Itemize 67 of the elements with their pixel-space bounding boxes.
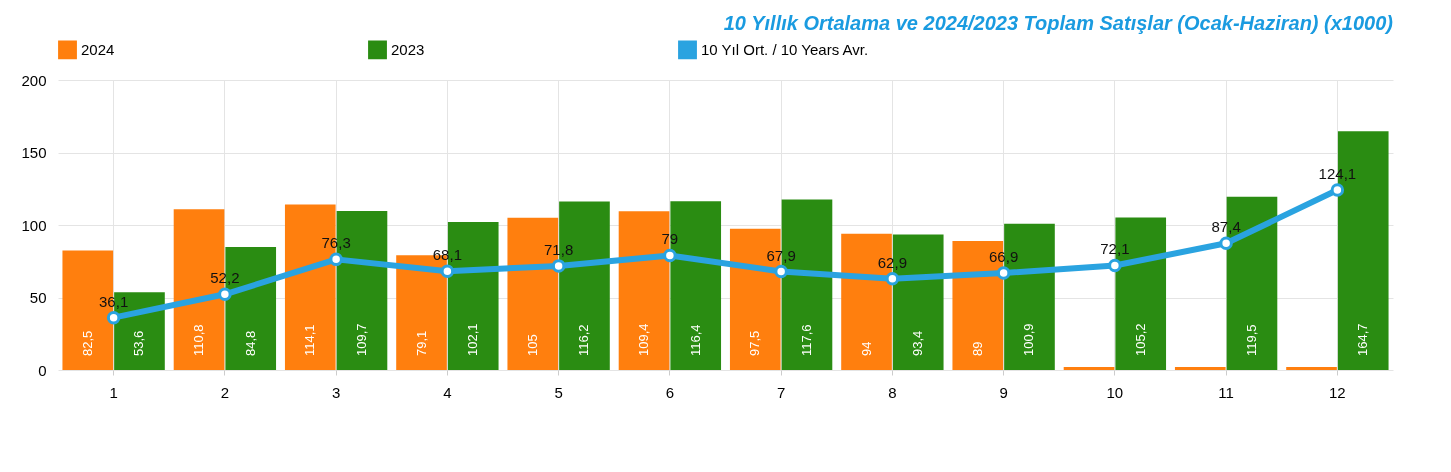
point (1108, 258, 1122, 273)
legend-label: 2023 (391, 40, 425, 58)
x-tick-label: 9 (999, 383, 1008, 401)
data-label: 93,4 (910, 330, 926, 356)
point (996, 266, 1011, 280)
point (1219, 236, 1233, 250)
bar (1063, 367, 1115, 370)
data-label: 76,3 (321, 234, 351, 252)
point (885, 272, 900, 286)
y-tick-label: 150 (21, 144, 47, 161)
legend-label: 2024 (81, 40, 115, 58)
point (106, 310, 121, 325)
x-tick-label: 5 (554, 383, 563, 401)
data-label: 67,9 (766, 246, 796, 264)
x-tick-label: 3 (331, 383, 341, 401)
y-tick-label: 200 (21, 71, 47, 89)
data-label: 110,8 (191, 324, 207, 356)
x-tick-label: 7 (776, 383, 786, 401)
data-label: 87,4 (1211, 218, 1241, 236)
data-label: 119,5 (1243, 324, 1259, 356)
x-tick-label: 2 (220, 383, 230, 401)
x-tick-label: 6 (665, 383, 675, 401)
point (663, 248, 677, 263)
y-tick-label: 100 (21, 216, 47, 234)
data-label: 79 (661, 230, 679, 248)
data-label: 105,2 (1132, 323, 1148, 356)
chart-title: 10 Yıllık Ortalama ve 2024/2023 Toplam Satışlar (Ocak-Haziran) (x1000) (723, 12, 1394, 34)
data-label: 97,5 (747, 330, 763, 356)
data-label: 116,4 (687, 324, 703, 356)
data-label: 94 (858, 341, 874, 356)
data-label: 100,9 (1021, 323, 1037, 356)
data-label: 102,1 (465, 323, 481, 356)
data-label: 89 (969, 341, 985, 356)
point (218, 287, 232, 302)
data-label: 84,8 (242, 330, 258, 356)
data-label: 62,9 (877, 253, 907, 271)
y-tick-label: 50 (29, 289, 47, 306)
bar (1174, 367, 1226, 370)
data-label: 82,5 (79, 330, 95, 356)
point (551, 259, 566, 273)
point (1330, 183, 1345, 197)
data-label: 109,4 (636, 323, 652, 356)
bar (1286, 367, 1337, 370)
data-label: 116,2 (576, 324, 592, 356)
data-label: 52,2 (210, 269, 240, 287)
data-label: 66,9 (989, 247, 1019, 265)
legend-label: 10 Yıl Ort. / 10 Years Avr. (701, 40, 869, 58)
x-tick-label: 4 (443, 383, 452, 401)
data-label: 36,1 (99, 292, 129, 310)
data-label: 109,7 (353, 323, 369, 356)
data-label: 71,8 (544, 240, 574, 258)
x-tick-label: 11 (1218, 383, 1234, 401)
x-tick-label: 1 (109, 383, 118, 401)
x-tick-label: 8 (888, 383, 897, 401)
point (329, 252, 343, 267)
x-tick-label: 10 (1106, 383, 1124, 401)
point (440, 264, 455, 278)
data-label: 114,1 (302, 324, 318, 356)
data-label: 164,7 (1355, 323, 1371, 356)
data-label: 53,6 (131, 330, 147, 356)
point (774, 264, 788, 279)
data-label: 105 (524, 334, 540, 356)
data-label: 79,1 (413, 330, 429, 356)
data-label: 117,6 (798, 324, 814, 356)
y-tick-label: 0 (38, 361, 47, 379)
data-label: 68,1 (432, 246, 462, 264)
x-tick-label: 12 (1329, 383, 1346, 401)
